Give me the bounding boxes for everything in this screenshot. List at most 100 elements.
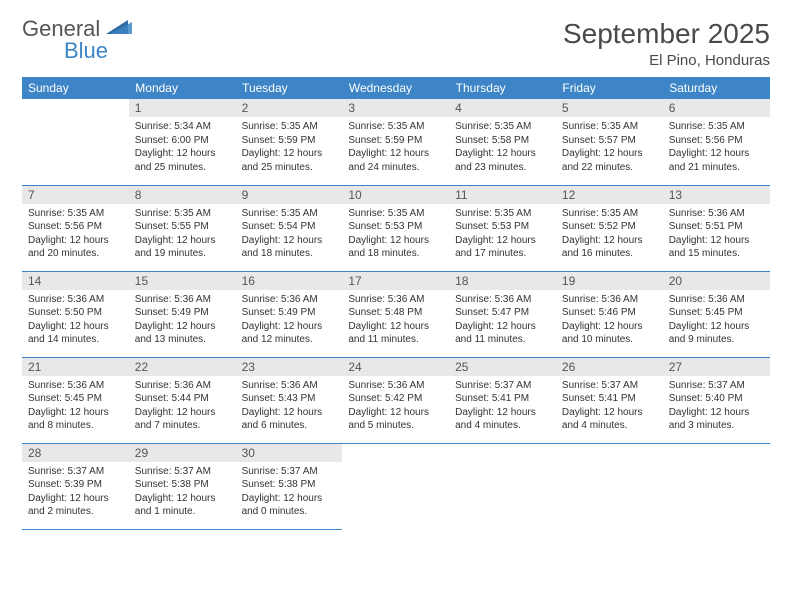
day-number: 24 [342, 358, 449, 376]
calendar-cell: 7Sunrise: 5:35 AMSunset: 5:56 PMDaylight… [22, 185, 129, 271]
day-details: Sunrise: 5:36 AMSunset: 5:50 PMDaylight:… [22, 290, 129, 351]
day-details: Sunrise: 5:37 AMSunset: 5:40 PMDaylight:… [663, 376, 770, 437]
calendar-cell: 4Sunrise: 5:35 AMSunset: 5:58 PMDaylight… [449, 99, 556, 185]
day-details: Sunrise: 5:37 AMSunset: 5:41 PMDaylight:… [449, 376, 556, 437]
day-number: 1 [129, 99, 236, 117]
calendar-body: .1Sunrise: 5:34 AMSunset: 6:00 PMDayligh… [22, 99, 770, 529]
logo: General Blue [22, 18, 132, 40]
calendar-cell: 11Sunrise: 5:35 AMSunset: 5:53 PMDayligh… [449, 185, 556, 271]
calendar-cell: 20Sunrise: 5:36 AMSunset: 5:45 PMDayligh… [663, 271, 770, 357]
day-number: 15 [129, 272, 236, 290]
calendar-cell: 5Sunrise: 5:35 AMSunset: 5:57 PMDaylight… [556, 99, 663, 185]
calendar-cell: 8Sunrise: 5:35 AMSunset: 5:55 PMDaylight… [129, 185, 236, 271]
day-details: Sunrise: 5:36 AMSunset: 5:47 PMDaylight:… [449, 290, 556, 351]
day-details: Sunrise: 5:36 AMSunset: 5:46 PMDaylight:… [556, 290, 663, 351]
day-number: 10 [342, 186, 449, 204]
calendar-header-row: SundayMondayTuesdayWednesdayThursdayFrid… [22, 77, 770, 99]
calendar-cell: 24Sunrise: 5:36 AMSunset: 5:42 PMDayligh… [342, 357, 449, 443]
title-block: September 2025 El Pino, Honduras [563, 18, 770, 69]
day-details: Sunrise: 5:35 AMSunset: 5:52 PMDaylight:… [556, 204, 663, 265]
weekday-header: Tuesday [236, 77, 343, 99]
calendar-cell: 18Sunrise: 5:36 AMSunset: 5:47 PMDayligh… [449, 271, 556, 357]
day-number: 14 [22, 272, 129, 290]
day-details: Sunrise: 5:37 AMSunset: 5:41 PMDaylight:… [556, 376, 663, 437]
day-number: 12 [556, 186, 663, 204]
day-number: 28 [22, 444, 129, 462]
calendar-cell: 30Sunrise: 5:37 AMSunset: 5:38 PMDayligh… [236, 443, 343, 529]
calendar-cell: 13Sunrise: 5:36 AMSunset: 5:51 PMDayligh… [663, 185, 770, 271]
calendar-cell: 10Sunrise: 5:35 AMSunset: 5:53 PMDayligh… [342, 185, 449, 271]
day-details: Sunrise: 5:36 AMSunset: 5:49 PMDaylight:… [129, 290, 236, 351]
calendar-cell: 26Sunrise: 5:37 AMSunset: 5:41 PMDayligh… [556, 357, 663, 443]
day-number: 25 [449, 358, 556, 376]
day-details: Sunrise: 5:34 AMSunset: 6:00 PMDaylight:… [129, 117, 236, 178]
weekday-header: Friday [556, 77, 663, 99]
day-number: 18 [449, 272, 556, 290]
calendar-week-row: 7Sunrise: 5:35 AMSunset: 5:56 PMDaylight… [22, 185, 770, 271]
day-details: Sunrise: 5:35 AMSunset: 5:53 PMDaylight:… [342, 204, 449, 265]
day-number: 2 [236, 99, 343, 117]
calendar-table: SundayMondayTuesdayWednesdayThursdayFrid… [22, 77, 770, 530]
calendar-week-row: 21Sunrise: 5:36 AMSunset: 5:45 PMDayligh… [22, 357, 770, 443]
day-number: 7 [22, 186, 129, 204]
header: General Blue September 2025 El Pino, Hon… [22, 18, 770, 69]
weekday-header: Saturday [663, 77, 770, 99]
day-number: 26 [556, 358, 663, 376]
day-number: 30 [236, 444, 343, 462]
weekday-header: Thursday [449, 77, 556, 99]
calendar-cell: . [449, 443, 556, 529]
calendar-cell: 27Sunrise: 5:37 AMSunset: 5:40 PMDayligh… [663, 357, 770, 443]
day-number: 6 [663, 99, 770, 117]
day-details: Sunrise: 5:37 AMSunset: 5:38 PMDaylight:… [236, 462, 343, 523]
calendar-cell: . [342, 443, 449, 529]
day-number: 22 [129, 358, 236, 376]
day-number: 4 [449, 99, 556, 117]
day-details: Sunrise: 5:36 AMSunset: 5:45 PMDaylight:… [22, 376, 129, 437]
day-number: 9 [236, 186, 343, 204]
day-details: Sunrise: 5:37 AMSunset: 5:39 PMDaylight:… [22, 462, 129, 523]
weekday-header: Monday [129, 77, 236, 99]
day-details: Sunrise: 5:35 AMSunset: 5:57 PMDaylight:… [556, 117, 663, 178]
day-details: Sunrise: 5:36 AMSunset: 5:45 PMDaylight:… [663, 290, 770, 351]
calendar-cell: 3Sunrise: 5:35 AMSunset: 5:59 PMDaylight… [342, 99, 449, 185]
calendar-cell: 23Sunrise: 5:36 AMSunset: 5:43 PMDayligh… [236, 357, 343, 443]
day-number: 5 [556, 99, 663, 117]
calendar-cell: 1Sunrise: 5:34 AMSunset: 6:00 PMDaylight… [129, 99, 236, 185]
day-details: Sunrise: 5:35 AMSunset: 5:53 PMDaylight:… [449, 204, 556, 265]
day-details: Sunrise: 5:36 AMSunset: 5:51 PMDaylight:… [663, 204, 770, 265]
calendar-cell: 17Sunrise: 5:36 AMSunset: 5:48 PMDayligh… [342, 271, 449, 357]
day-number: 13 [663, 186, 770, 204]
day-number: 16 [236, 272, 343, 290]
day-number: 3 [342, 99, 449, 117]
calendar-cell: . [556, 443, 663, 529]
day-number: 11 [449, 186, 556, 204]
day-number: 27 [663, 358, 770, 376]
weekday-header: Sunday [22, 77, 129, 99]
calendar-cell: 6Sunrise: 5:35 AMSunset: 5:56 PMDaylight… [663, 99, 770, 185]
calendar-cell: 12Sunrise: 5:35 AMSunset: 5:52 PMDayligh… [556, 185, 663, 271]
day-details: Sunrise: 5:35 AMSunset: 5:56 PMDaylight:… [22, 204, 129, 265]
day-details: Sunrise: 5:36 AMSunset: 5:48 PMDaylight:… [342, 290, 449, 351]
calendar-cell: 9Sunrise: 5:35 AMSunset: 5:54 PMDaylight… [236, 185, 343, 271]
calendar-cell: 14Sunrise: 5:36 AMSunset: 5:50 PMDayligh… [22, 271, 129, 357]
day-details: Sunrise: 5:37 AMSunset: 5:38 PMDaylight:… [129, 462, 236, 523]
day-details: Sunrise: 5:35 AMSunset: 5:59 PMDaylight:… [342, 117, 449, 178]
day-details: Sunrise: 5:35 AMSunset: 5:54 PMDaylight:… [236, 204, 343, 265]
day-number: 20 [663, 272, 770, 290]
location-label: El Pino, Honduras [563, 52, 770, 69]
calendar-cell: . [22, 99, 129, 185]
day-details: Sunrise: 5:36 AMSunset: 5:49 PMDaylight:… [236, 290, 343, 351]
calendar-week-row: 28Sunrise: 5:37 AMSunset: 5:39 PMDayligh… [22, 443, 770, 529]
day-number: 8 [129, 186, 236, 204]
calendar-cell: 25Sunrise: 5:37 AMSunset: 5:41 PMDayligh… [449, 357, 556, 443]
day-number: 19 [556, 272, 663, 290]
day-details: Sunrise: 5:36 AMSunset: 5:44 PMDaylight:… [129, 376, 236, 437]
day-number: 29 [129, 444, 236, 462]
day-details: Sunrise: 5:35 AMSunset: 5:58 PMDaylight:… [449, 117, 556, 178]
logo-text-2: Blue [64, 40, 108, 62]
calendar-cell: 22Sunrise: 5:36 AMSunset: 5:44 PMDayligh… [129, 357, 236, 443]
calendar-cell: 15Sunrise: 5:36 AMSunset: 5:49 PMDayligh… [129, 271, 236, 357]
day-details: Sunrise: 5:35 AMSunset: 5:56 PMDaylight:… [663, 117, 770, 178]
calendar-cell: 29Sunrise: 5:37 AMSunset: 5:38 PMDayligh… [129, 443, 236, 529]
day-number: 21 [22, 358, 129, 376]
